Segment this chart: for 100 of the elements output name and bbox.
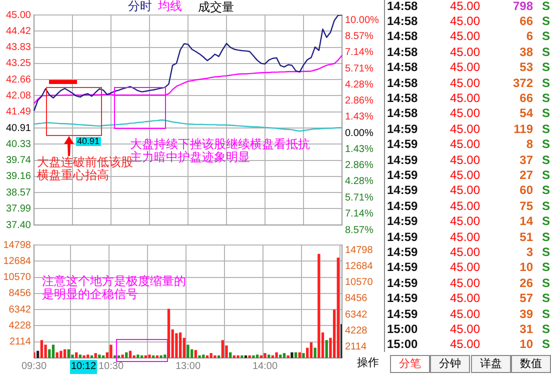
y2-tick-label: 5.71% — [345, 63, 374, 74]
text: 分笔 — [390, 355, 430, 373]
data-label: 45.00 — [450, 152, 480, 168]
data-label: 45.00 — [450, 291, 480, 306]
data-label: 39 — [520, 306, 533, 322]
data-label: 31 — [520, 322, 533, 337]
bar — [110, 344, 112, 358]
y2-tick-label: 1.43% — [345, 112, 374, 123]
data-label: 27 — [520, 168, 533, 183]
y-tick-label: 39.74 — [6, 155, 32, 166]
bar — [94, 353, 97, 358]
y2-tick-label: 7.14% — [345, 208, 374, 220]
y2-tick-label: 10.00% — [345, 14, 380, 26]
text: S — [542, 44, 550, 60]
data-label: 10 — [520, 260, 533, 276]
y-tick-label: 12684 — [3, 256, 32, 267]
bar — [63, 349, 66, 358]
y2-tick-label: 4.28% — [345, 176, 374, 188]
data-label: 14 — [520, 214, 533, 230]
data-label: 38 — [520, 44, 533, 60]
text: S — [542, 337, 550, 352]
annotation: 大盘连破前低该股 — [37, 155, 133, 169]
annotation: 40.91 — [76, 136, 101, 146]
bar — [148, 354, 151, 358]
text: S — [542, 29, 550, 44]
y2-tick-label: 8.57% — [345, 30, 374, 42]
y-tick-label: 41.49 — [6, 106, 32, 118]
x-tick-label: 10:30 — [98, 360, 124, 372]
y2-tick-label: 6342 — [345, 309, 368, 320]
bar — [164, 354, 166, 358]
y2-tick-label: 2.86% — [345, 160, 374, 172]
bar — [214, 355, 216, 358]
text: S — [542, 14, 550, 29]
bar — [36, 350, 40, 358]
bar — [52, 344, 55, 358]
data-label: 66 — [520, 14, 533, 29]
y-tick-label: 4228 — [8, 320, 32, 332]
y-tick-label: 14798 — [3, 240, 32, 251]
data-label: 45.00 — [450, 122, 480, 137]
bar — [236, 355, 240, 358]
bar — [325, 340, 328, 358]
text: S — [542, 183, 550, 198]
y-tick-label: 40.33 — [6, 138, 32, 150]
data-label: 60 — [520, 183, 533, 198]
y-tick-label: 10570 — [3, 272, 32, 284]
y-tick-label: 39.16 — [6, 171, 32, 182]
text: 10:12 — [70, 360, 98, 374]
category-label: 14:59 — [387, 198, 418, 214]
text: S — [542, 168, 550, 183]
y-tick-label: 42.66 — [6, 74, 32, 86]
bar — [290, 352, 294, 358]
bar — [294, 352, 298, 358]
bar — [186, 344, 190, 358]
category-label: 14:58 — [387, 0, 418, 14]
category-label: 14:59 — [387, 306, 418, 322]
text: S — [542, 0, 550, 14]
bar — [210, 353, 212, 358]
x-tick-label: 09:30 — [21, 360, 47, 372]
bar — [75, 352, 78, 358]
y2-tick-label: 2.86% — [345, 95, 374, 106]
data-label: 45.00 — [450, 60, 480, 76]
bar — [314, 348, 316, 358]
text: S — [542, 76, 550, 90]
text: S — [542, 122, 550, 137]
y2-tick-label: 0.00% — [345, 128, 374, 139]
text: S — [542, 244, 550, 260]
y2-tick-label: 2114 — [345, 342, 367, 353]
data-label: 26 — [520, 276, 533, 291]
y2-tick-label: 8456 — [345, 293, 368, 304]
bar — [264, 353, 266, 358]
text: 分钟 — [430, 355, 470, 373]
data-label: 53 — [520, 60, 533, 76]
bar — [125, 352, 128, 358]
category-label: 14:58 — [387, 44, 418, 60]
bar — [82, 355, 86, 358]
data-label: 45.00 — [450, 214, 480, 230]
y-tick-label: 6342 — [8, 304, 32, 316]
text: S — [542, 60, 550, 76]
text: 数值 — [511, 355, 551, 373]
category-label: 15:00 — [387, 322, 418, 337]
data-label: 119 — [514, 122, 533, 137]
bar — [86, 354, 90, 358]
bar — [318, 254, 320, 358]
bar — [256, 354, 259, 358]
bar — [136, 354, 140, 358]
data-label: 45.00 — [450, 90, 480, 106]
category-label: 14:59 — [387, 122, 418, 137]
annotation: 是明显的企稳信号 — [42, 287, 138, 301]
bar — [194, 350, 198, 358]
y-tick-label: 44.42 — [6, 26, 32, 37]
y-tick-label: 8456 — [8, 288, 32, 300]
data-label: 45.00 — [450, 106, 480, 122]
y-tick-label: 43.25 — [6, 58, 32, 70]
data-label: 798 — [512, 0, 533, 14]
text: S — [542, 106, 550, 122]
bar — [40, 340, 44, 358]
bar — [56, 352, 58, 358]
bar — [279, 354, 282, 358]
data-label: 75 — [520, 198, 533, 214]
bar — [302, 353, 305, 358]
